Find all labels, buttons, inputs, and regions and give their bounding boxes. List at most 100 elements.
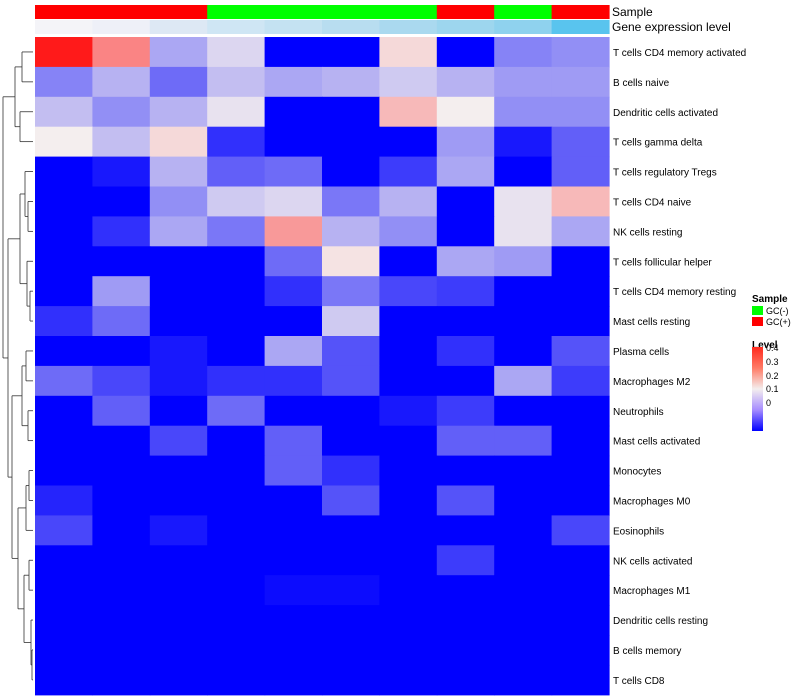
heatmap-cell (207, 515, 266, 546)
legend-item-gc-pos: GC(+) (752, 316, 791, 327)
heatmap-cell (35, 156, 93, 188)
heatmap-cell (207, 186, 266, 217)
sample-annotation-cell (379, 5, 438, 19)
heatmap-cell (35, 276, 93, 307)
heatmap-cell (92, 425, 151, 457)
row-label: Macrophages M0 (613, 496, 691, 507)
heatmap-cell (436, 336, 495, 367)
heatmap-cell (322, 455, 380, 487)
row-label: B cells memory (613, 646, 681, 657)
heatmap-cell (551, 395, 610, 427)
heatmap-cell (379, 395, 438, 427)
expression-annotation-cell (494, 20, 553, 34)
heatmap-cell (207, 66, 266, 98)
heatmap-cell (207, 455, 266, 487)
heatmap-cell (494, 336, 553, 367)
heatmap-cell (379, 455, 438, 487)
heatmap-cell (149, 276, 208, 307)
heatmap-cell (379, 575, 438, 606)
heatmap-cell (494, 216, 553, 247)
heatmap-cell (207, 336, 266, 367)
heatmap-cell (436, 216, 495, 247)
heatmap-cell (379, 156, 438, 188)
heatmap-cell (207, 365, 266, 397)
heatmap-cell (264, 96, 323, 128)
heatmap-cell (436, 96, 495, 128)
heatmap-cell (379, 306, 438, 337)
heatmap-cell (207, 96, 266, 128)
row-label: Neutrophils (613, 407, 664, 418)
heatmap-cell (494, 186, 553, 217)
level-tick-4: 0 (766, 398, 772, 408)
sample-annotation-cell (149, 5, 208, 19)
heatmap-cell (436, 635, 495, 666)
expression-annotation-cell (207, 20, 266, 34)
row-label: Dendritic cells activated (613, 108, 718, 119)
heatmap-cells (35, 37, 610, 696)
heatmap-cell (322, 246, 380, 277)
heatmap-cell (92, 545, 151, 576)
heatmap-cell (379, 246, 438, 277)
row-label: Dendritic cells resting (613, 616, 708, 627)
sample-legend: Sample GC(-) GC(+) (752, 294, 791, 327)
heatmap-cell (494, 395, 553, 427)
heatmap-cell (436, 37, 495, 68)
heatmap-cell (92, 216, 151, 247)
heatmap-cell (264, 664, 323, 696)
row-label: Mast cells activated (613, 437, 700, 448)
heatmap-cell (149, 186, 208, 217)
expression-annotation-title: Gene expression level (612, 20, 731, 34)
heatmap-cell (436, 186, 495, 217)
heatmap-cell (551, 306, 610, 337)
heatmap-cell (35, 425, 93, 457)
heatmap-cell (436, 425, 495, 457)
heatmap-cell (207, 635, 266, 666)
heatmap-cell (264, 306, 323, 337)
heatmap-cell (264, 156, 323, 188)
heatmap-cell (494, 485, 553, 516)
heatmap-cell (551, 575, 610, 606)
heatmap-cell (149, 37, 208, 68)
level-tick-0: 0.4 (766, 343, 779, 353)
heatmap-cell (322, 37, 380, 68)
row-label: T cells follicular helper (613, 257, 712, 268)
heatmap-cell (551, 186, 610, 217)
row-labels: T cells CD4 memory activated B cells naiv… (613, 48, 746, 687)
heatmap-cell (379, 515, 438, 546)
heatmap-cell (149, 246, 208, 277)
heatmap-cell (35, 246, 93, 277)
heatmap-cell (551, 126, 610, 158)
heatmap-cell (207, 395, 266, 427)
level-colorbar (752, 347, 763, 431)
heatmap-cell (494, 455, 553, 487)
heatmap-cell (551, 515, 610, 546)
heatmap-cell (149, 545, 208, 576)
row-label: Eosinophils (613, 526, 664, 537)
heatmap-cell (494, 605, 553, 636)
heatmap-cell (207, 575, 266, 606)
heatmap-cell (264, 186, 323, 217)
heatmap-cell (494, 96, 553, 128)
heatmap-cell (149, 664, 208, 696)
heatmap-cell (264, 485, 323, 516)
heatmap-cell (436, 575, 495, 606)
heatmap-cell (322, 485, 380, 516)
row-label: Plasma cells (613, 347, 669, 358)
sample-annotation-title: Sample (612, 5, 653, 19)
level-tick-2: 0.2 (766, 371, 779, 381)
row-label: NK cells resting (613, 227, 682, 238)
heatmap-cell (264, 515, 323, 546)
row-label: Macrophages M2 (613, 377, 691, 388)
heatmap-cell (551, 545, 610, 576)
row-dendrogram (2, 51, 33, 681)
heatmap-cell (207, 276, 266, 307)
heatmap-cell (551, 156, 610, 188)
heatmap-cell (92, 485, 151, 516)
expression-annotation-cell (264, 20, 323, 34)
heatmap-cell (207, 306, 266, 337)
heatmap-cell (436, 156, 495, 188)
heatmap-cell (35, 96, 93, 128)
heatmap-cell (494, 37, 553, 68)
heatmap-cell (322, 575, 380, 606)
heatmap-cell (92, 186, 151, 217)
